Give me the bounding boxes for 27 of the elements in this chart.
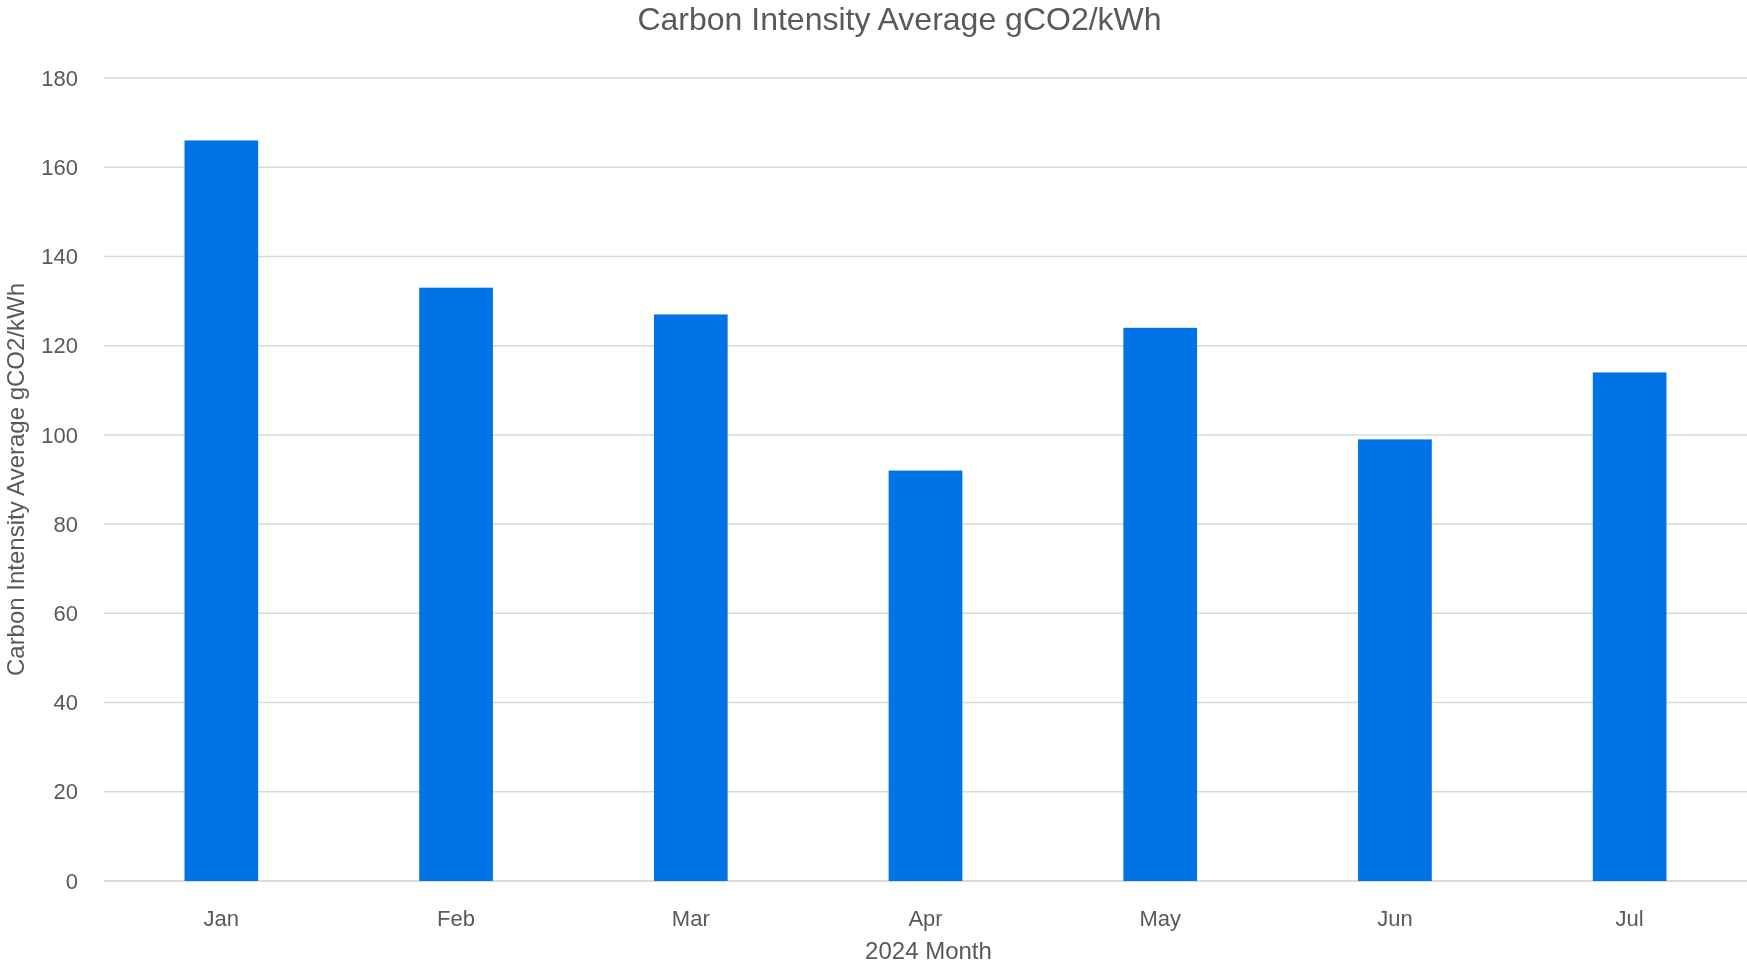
- y-tick-label: 20: [53, 779, 78, 805]
- x-tick-label: Jan: [203, 906, 240, 931]
- chart-title: Carbon Intensity Average gCO2/kWh: [637, 1, 1162, 37]
- y-axis-title: Carbon Intensity Average gCO2/kWh: [2, 282, 29, 677]
- x-tick-label: Jul: [1615, 906, 1644, 931]
- y-tick-label: 160: [41, 154, 78, 180]
- y-tick-label: 120: [41, 333, 78, 359]
- y-tick-label: 40: [53, 690, 78, 716]
- bar: [888, 470, 963, 881]
- y-tick-label: 80: [53, 511, 78, 537]
- x-tick-label: Feb: [437, 906, 476, 931]
- y-tick-label: 140: [41, 244, 78, 270]
- x-axis-title: 2024 Month: [865, 937, 992, 964]
- bar: [1123, 327, 1198, 881]
- bar: [184, 140, 259, 881]
- bar: [1358, 439, 1432, 881]
- bar: [653, 314, 728, 881]
- bar: [1592, 372, 1667, 881]
- y-tick-label: 0: [65, 868, 78, 894]
- y-tick-label: 60: [53, 601, 78, 627]
- y-tick-label: 180: [41, 65, 78, 91]
- bar: [419, 287, 493, 881]
- x-tick-label: Apr: [908, 906, 943, 931]
- x-tick-label: Mar: [671, 906, 710, 931]
- x-tick-label: Jun: [1377, 906, 1413, 931]
- x-tick-label: May: [1139, 906, 1181, 931]
- y-tick-label: 100: [41, 422, 78, 448]
